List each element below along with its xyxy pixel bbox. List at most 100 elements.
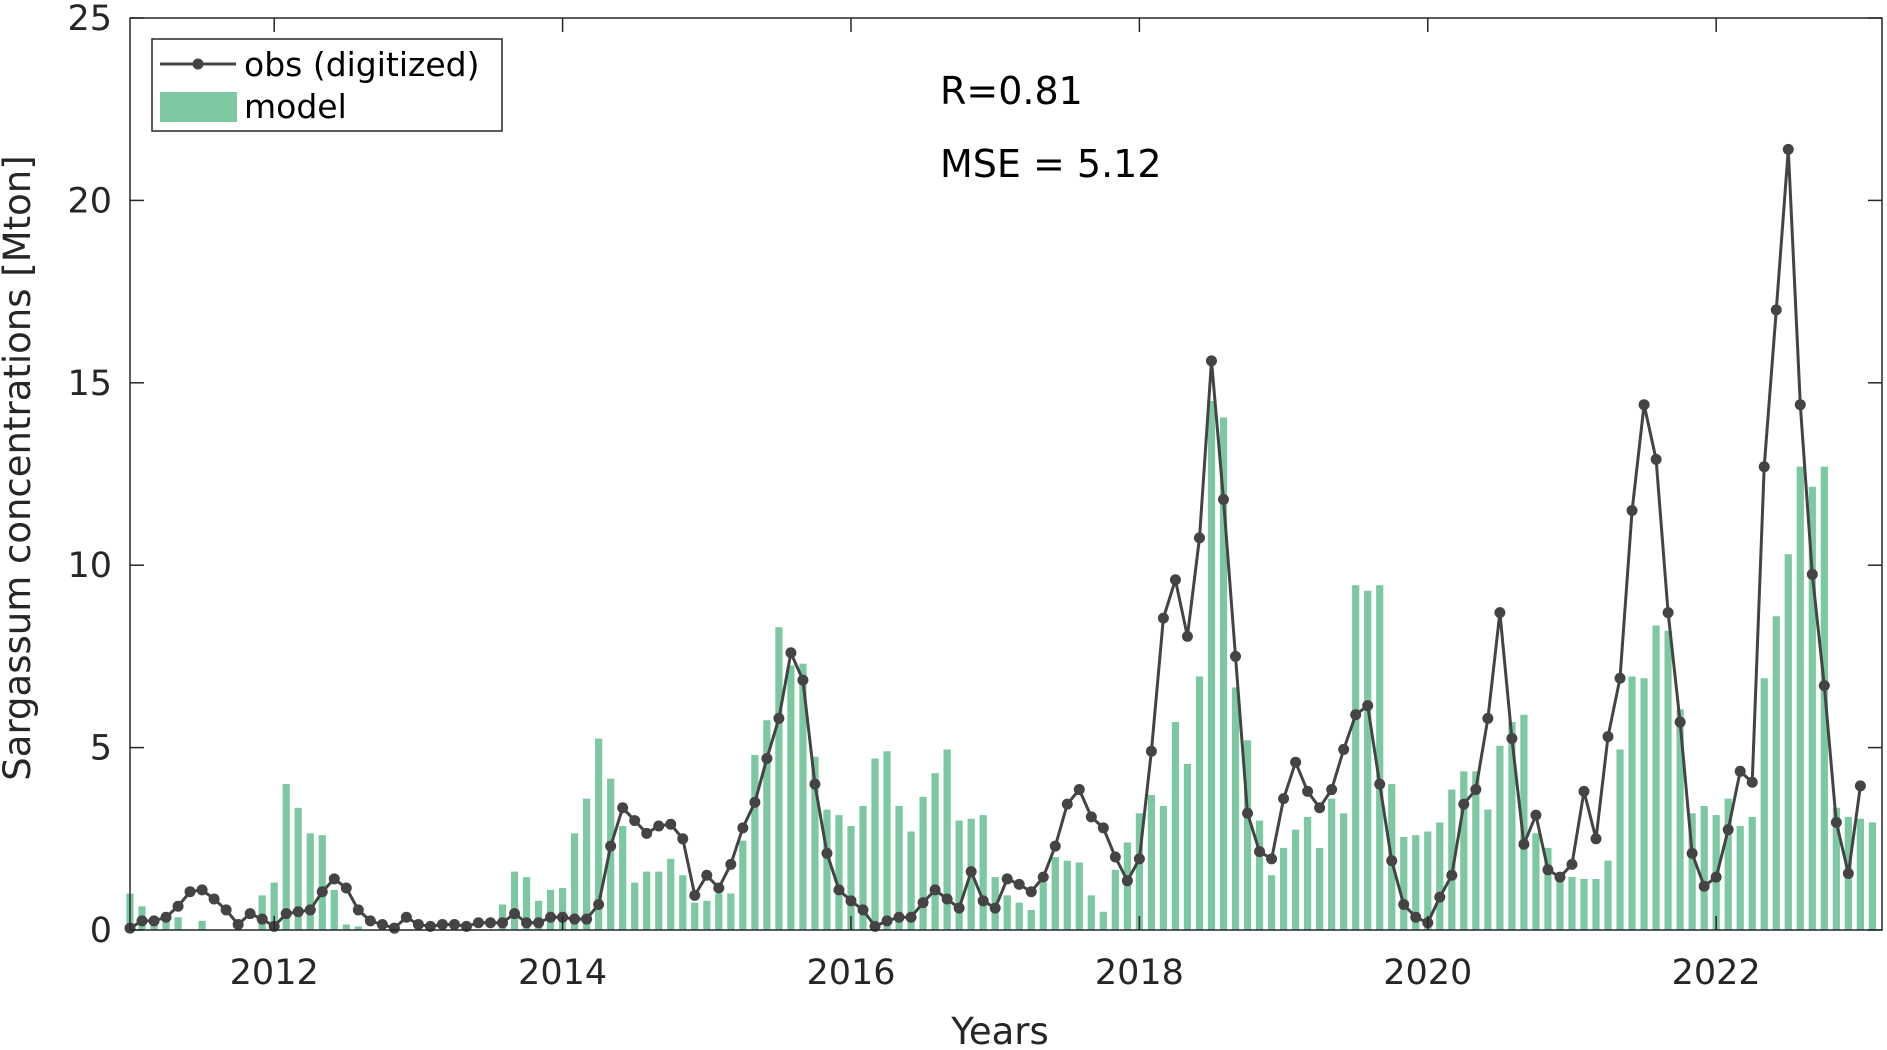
obs-point — [869, 920, 881, 932]
model-bar — [1508, 722, 1516, 930]
obs-point — [845, 895, 857, 907]
obs-point — [1566, 858, 1578, 870]
obs-point — [256, 913, 268, 925]
obs-point — [1085, 811, 1097, 823]
model-bar — [1328, 798, 1336, 930]
model-bar — [1604, 860, 1612, 930]
obs-point — [749, 796, 761, 808]
obs-point — [304, 904, 316, 916]
y-tick-label: 15 — [67, 364, 112, 404]
model-bar — [931, 773, 939, 930]
model-bar — [1460, 771, 1468, 930]
obs-point — [797, 674, 809, 686]
model-bar — [198, 920, 206, 930]
model-bar — [1039, 882, 1047, 930]
model-bar — [1748, 816, 1756, 930]
model-bar — [294, 807, 302, 930]
obs-point — [977, 895, 989, 907]
obs-point — [1674, 716, 1686, 728]
plot-frame — [129, 17, 1883, 931]
obs-point — [1482, 712, 1494, 724]
obs-point — [1121, 875, 1133, 887]
obs-point — [1734, 765, 1746, 777]
model-bar — [1688, 813, 1696, 930]
model-bar — [258, 895, 266, 930]
obs-point — [1818, 680, 1830, 692]
y-tick-label: 5 — [90, 729, 112, 769]
model-bar — [751, 754, 759, 930]
model-bar — [1484, 809, 1492, 930]
obs-point — [1470, 784, 1482, 796]
model-bar — [1532, 833, 1540, 930]
model-bar — [1219, 417, 1228, 930]
y-tick-label: 10 — [67, 546, 112, 586]
obs-point — [569, 913, 581, 925]
model-bar — [1412, 835, 1420, 930]
obs-point — [1398, 898, 1410, 910]
obs-point — [1782, 143, 1794, 155]
model-bar — [1051, 857, 1059, 930]
model-bar — [510, 871, 519, 930]
obs-point — [1169, 574, 1181, 586]
obs-point — [761, 753, 773, 765]
obs-point — [340, 882, 352, 894]
model-bar — [1267, 875, 1276, 930]
model-bar — [1856, 818, 1864, 930]
obs-point — [1109, 851, 1121, 863]
obs-point — [965, 866, 977, 878]
model-bar — [1364, 590, 1372, 930]
model-bar — [883, 751, 891, 930]
obs-point — [220, 904, 232, 916]
model-bar — [1231, 687, 1240, 930]
obs-point — [1650, 453, 1662, 465]
model-bar — [1448, 789, 1456, 930]
model-bar — [1784, 554, 1792, 930]
obs-point — [376, 919, 388, 931]
model-bar — [1316, 847, 1324, 930]
axes: 2012 2014 2016 2018 2020 2022 0 5 10 15 20 25 — [67, 0, 1883, 993]
model-bar — [1063, 860, 1071, 930]
model-bar — [799, 663, 807, 930]
legend-obs-label: obs (digitized) — [244, 45, 479, 84]
obs-point — [388, 922, 400, 934]
y-tick-label: 25 — [67, 0, 112, 39]
model-bar — [1808, 486, 1816, 930]
obs-point — [905, 911, 917, 923]
obs-point — [833, 884, 845, 896]
obs-point — [196, 884, 208, 896]
obs-series — [124, 143, 1866, 934]
model-bar — [1171, 722, 1180, 930]
model-bar — [1652, 625, 1660, 930]
obs-point — [1494, 607, 1506, 619]
annotation-r: R=0.81 — [940, 69, 1083, 113]
obs-point — [1638, 399, 1650, 411]
x-tick-label: 2022 — [1672, 953, 1761, 993]
obs-point — [1722, 824, 1734, 836]
model-bar — [1628, 676, 1636, 930]
model-bar — [919, 796, 927, 930]
obs-point — [857, 904, 869, 916]
model-bar — [655, 871, 663, 930]
model-bar — [571, 833, 579, 930]
model-bar — [1147, 795, 1156, 930]
obs-point — [1530, 809, 1542, 821]
obs-point — [412, 919, 424, 931]
obs-point — [208, 893, 220, 905]
model-bar — [318, 835, 326, 930]
obs-point — [400, 911, 412, 923]
model-bar — [763, 720, 771, 930]
obs-point — [617, 802, 629, 814]
model-bar — [1544, 847, 1552, 930]
obs-point — [1242, 807, 1254, 819]
obs-point — [941, 893, 953, 905]
model-bar — [1015, 902, 1023, 930]
obs-point — [605, 840, 617, 852]
model-bar — [1556, 873, 1564, 930]
model-bar — [631, 882, 639, 930]
obs-point — [497, 917, 509, 929]
model-bar — [1640, 678, 1648, 930]
model-bar — [1700, 805, 1708, 930]
x-tick-label: 2014 — [518, 953, 607, 993]
obs-point — [1854, 780, 1866, 792]
obs-markers — [124, 143, 1866, 934]
